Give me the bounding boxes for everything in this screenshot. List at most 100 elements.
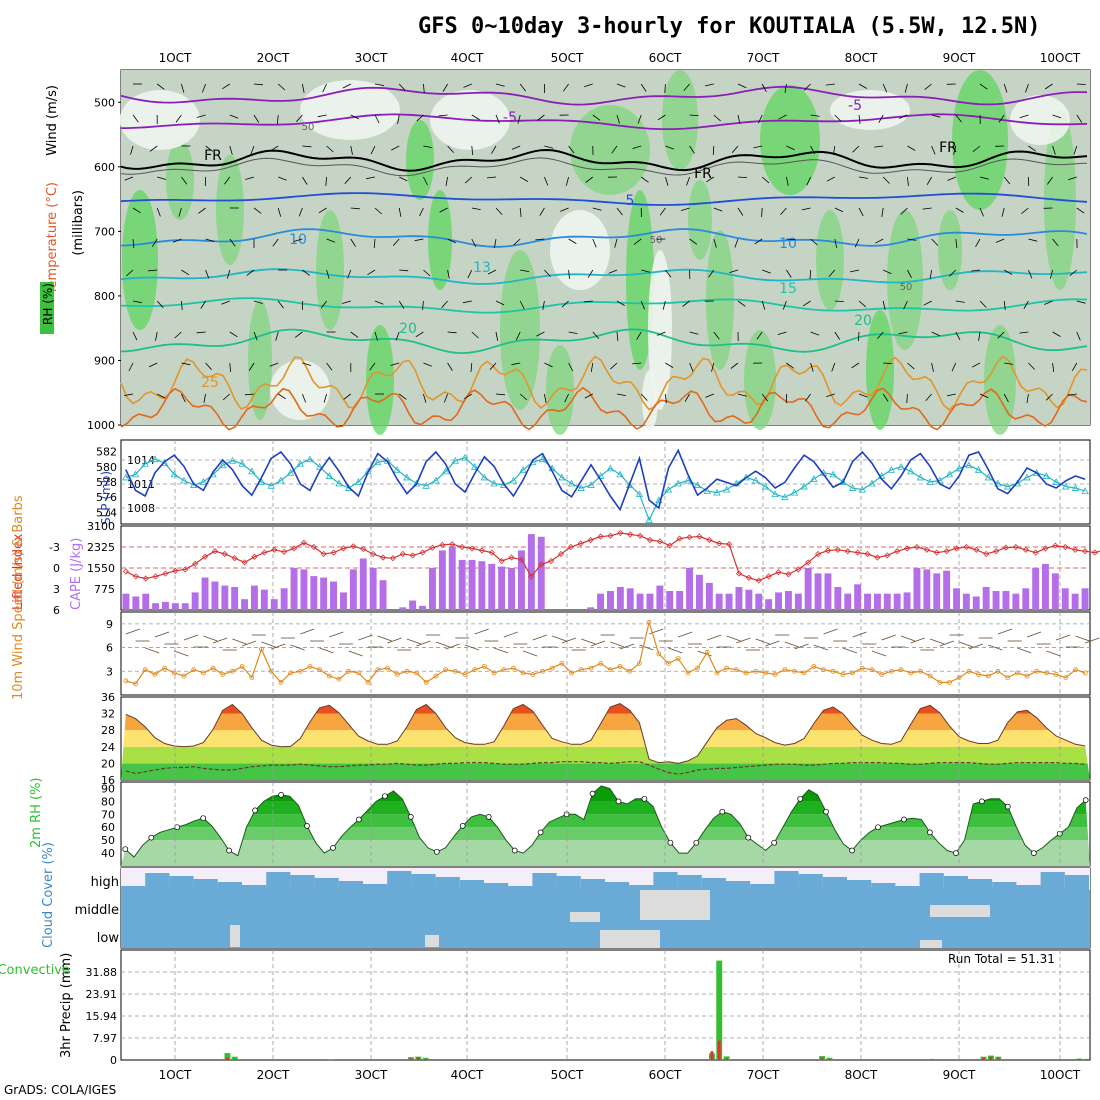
wind-barb [633,238,642,245]
wind-barb [272,238,279,247]
wind-barb [683,83,690,92]
wind-barb [203,393,206,403]
wind-barb [907,269,912,279]
wind-barb [467,269,473,279]
lifted-index-point [498,557,505,565]
wind-barb [495,300,505,306]
wind10-barb [435,641,451,648]
wind10-barb [939,640,954,647]
wind-barb [565,176,569,186]
cape-bar [1022,588,1030,610]
thickness-point [509,476,518,484]
cloud-high-bar [532,873,557,890]
rh-point [252,807,258,814]
rh-point [174,824,181,831]
lifted-index-point [923,546,930,553]
lifted-index-point [1002,544,1010,551]
wind-speed-point [511,665,516,671]
thickness-point [325,472,334,479]
upper-y-tick-500: 500 [94,96,115,109]
wind-barb [253,300,263,304]
wind10-barb [1017,647,1032,654]
wind-barb [564,393,569,403]
wind-barb [224,176,231,185]
wind-barb [949,269,957,277]
wind-speed-point [879,672,885,677]
precip-convective-bar [827,1058,831,1060]
wind-barb [831,362,836,372]
temp-line [125,703,1086,764]
wind-speed-point [423,680,429,685]
cloud-high-bar [968,879,993,890]
wind-barb [248,362,255,371]
wind10-barb [842,647,858,654]
wind-barb [858,393,868,398]
lifted-index-point [1072,546,1079,553]
wind-barb [447,145,454,153]
contour-20 [120,328,1088,355]
cape-bar [310,576,318,610]
contour-label-FR: FR [939,140,957,156]
wind-speed-point [394,672,400,677]
wind-barb [253,331,258,341]
slp-y-tick-1008: 1008 [127,502,155,515]
wind-barb [834,114,842,122]
cloud-level-middle: middle [75,903,119,918]
contour-label-25: 25 [201,375,219,391]
rh-line [124,785,1087,858]
temp-y-tick-32: 32 [101,708,115,721]
wind-barb [326,362,333,371]
wind-speed-point [1082,670,1088,676]
wind-barb [447,331,457,334]
wind-barb [955,238,958,248]
wind10-barb [997,628,1013,635]
wind-speed-point [918,668,923,674]
cape-bar [725,593,733,610]
lifted-index-point [389,555,396,562]
contour-freezing-level [120,148,1088,172]
wind-barb [1047,176,1053,185]
wind-barb [1076,331,1081,341]
temp-y-tick-28: 28 [101,724,115,737]
rh-blob [248,300,272,420]
wind-speed-point [976,672,981,677]
wind-barb [447,362,453,371]
wind-speed-point [307,664,313,669]
wind-speed-point [947,680,952,685]
rh-blob [952,70,1008,210]
wind-barb [495,83,505,87]
x-tick-bottom-3OCT: 3OCT [355,1068,388,1082]
wind-barb [277,300,284,309]
cape-bar [122,593,130,610]
wind-barb [858,300,867,308]
wind-barb [1026,393,1029,403]
wind10-barb [154,631,170,638]
wind-barb [342,83,351,89]
wind-barb [640,393,648,401]
wind-barb [277,207,282,217]
wind-barb [689,331,699,335]
cloud-high-bar [895,886,920,890]
wind-barb [931,362,934,372]
cloud-high-bar [580,879,605,890]
lifted-index-point [716,540,723,547]
rh-y-tick-70: 70 [101,808,115,821]
rh-y-tick-90: 90 [101,782,115,795]
wind-speed-point [811,664,817,669]
rh-blob [662,70,698,170]
wind-barb [392,238,400,246]
wind-barb [374,83,384,86]
cape-bar [518,550,525,610]
thickness-point [199,478,208,485]
x-tick-top-3OCT: 3OCT [355,51,388,65]
lifted-index-point [637,532,644,539]
wind-barb [997,331,1005,339]
thickness-point [907,467,915,475]
wind-barb [1019,114,1029,119]
wind-barb [326,269,330,279]
thickness-point [422,481,430,489]
wind-barb [711,362,715,372]
wind10-barb [261,641,276,648]
lifted-index-point [686,534,693,541]
wind-barb [804,393,811,402]
